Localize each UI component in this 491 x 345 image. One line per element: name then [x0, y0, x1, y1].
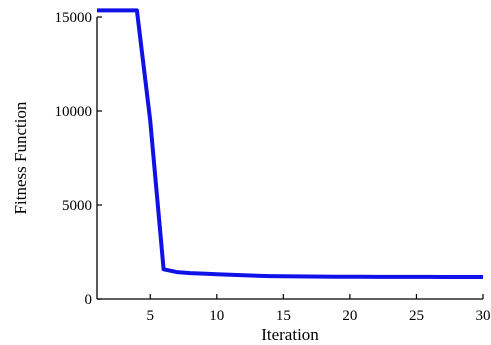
series-group	[97, 8, 483, 279]
x-tick-label: 15	[276, 308, 291, 324]
x-tick-label: 25	[409, 308, 424, 324]
x-tick-label: 30	[476, 308, 491, 324]
y-ticks: 0 5000 10000 15000	[55, 10, 102, 308]
x-tick-label: 20	[342, 308, 357, 324]
x-axis-title: Iteration	[261, 325, 319, 344]
x-tick-label: 10	[209, 308, 224, 324]
y-tick-label: 5000	[62, 198, 92, 214]
y-axis-title: Fitness Function	[11, 101, 30, 214]
y-tick-label: 10000	[55, 104, 93, 120]
x-ticks: 5 10 15 20 25 30	[146, 294, 491, 324]
fitness-series-line	[97, 8, 483, 279]
y-tick-label: 0	[85, 292, 93, 308]
axes	[96, 17, 483, 300]
x-tick-label: 5	[146, 308, 154, 324]
y-tick-label: 15000	[55, 10, 93, 26]
